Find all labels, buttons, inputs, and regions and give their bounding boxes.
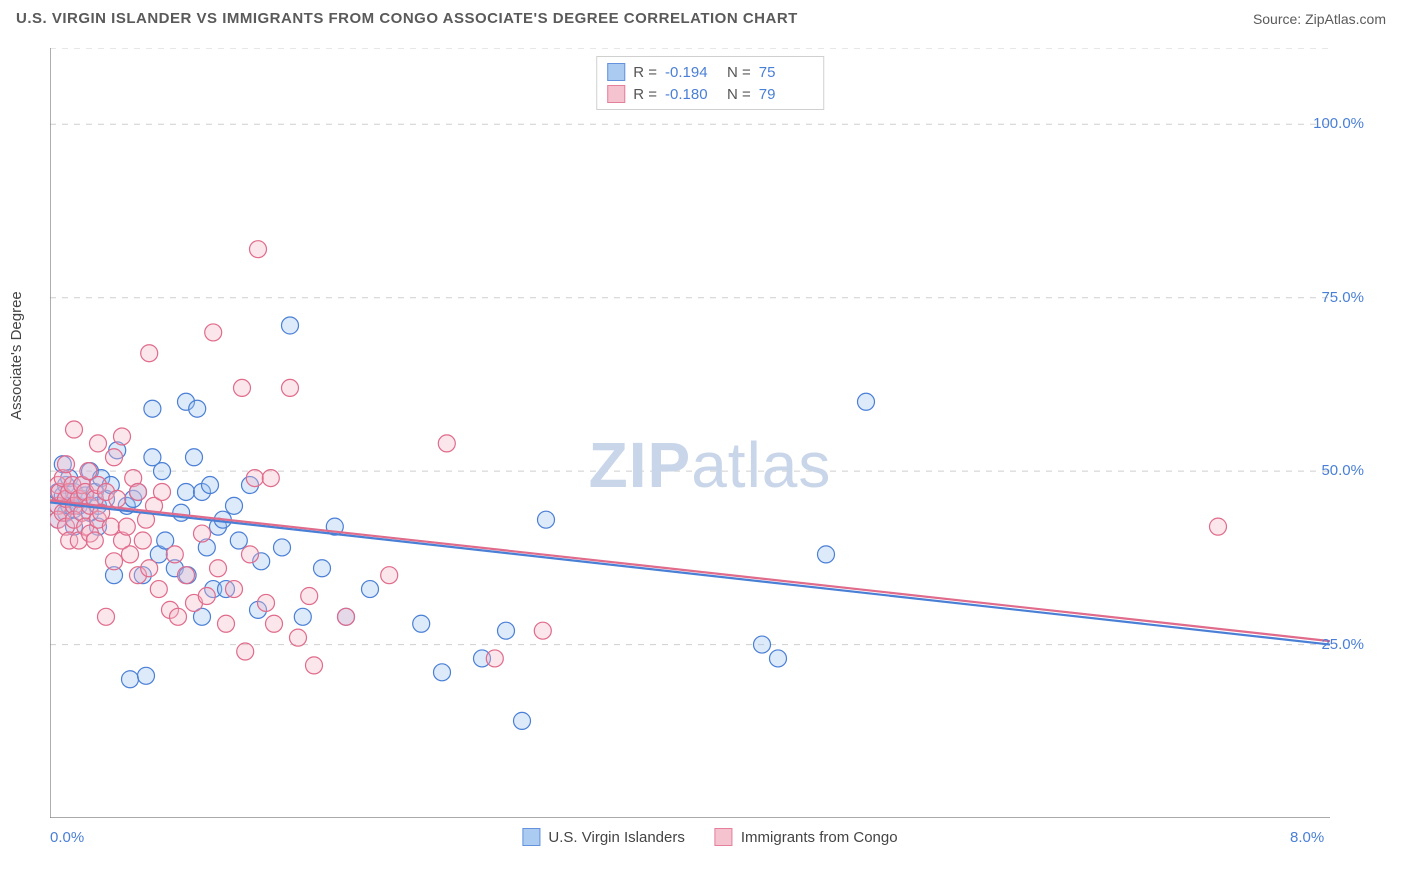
legend-row-usvi: R = -0.194 N = 75: [607, 61, 813, 83]
series-legend: U.S. Virgin Islanders Immigrants from Co…: [522, 828, 897, 846]
swatch-congo: [607, 85, 625, 103]
x-tick-label: 8.0%: [1290, 829, 1324, 846]
legend-item-congo: Immigrants from Congo: [715, 828, 898, 846]
legend-item-usvi: U.S. Virgin Islanders: [522, 828, 684, 846]
swatch-usvi: [607, 63, 625, 81]
y-axis-label: Associate's Degree: [8, 291, 25, 420]
chart-title: U.S. VIRGIN ISLANDER VS IMMIGRANTS FROM …: [16, 10, 798, 27]
source-attribution: Source: ZipAtlas.com: [1253, 11, 1386, 27]
y-tick-label: 75.0%: [1321, 289, 1364, 306]
y-tick-label: 50.0%: [1321, 462, 1364, 479]
correlation-legend: R = -0.194 N = 75 R = -0.180 N = 79: [596, 56, 824, 110]
scatter-plot: [50, 48, 1370, 818]
x-tick-label: 0.0%: [50, 829, 84, 846]
chart-area: ZIPatlas R = -0.194 N = 75 R = -0.180 N …: [50, 48, 1370, 818]
y-tick-label: 25.0%: [1321, 636, 1364, 653]
swatch-usvi: [522, 828, 540, 846]
legend-row-congo: R = -0.180 N = 79: [607, 83, 813, 105]
y-tick-label: 100.0%: [1313, 115, 1364, 132]
swatch-congo: [715, 828, 733, 846]
